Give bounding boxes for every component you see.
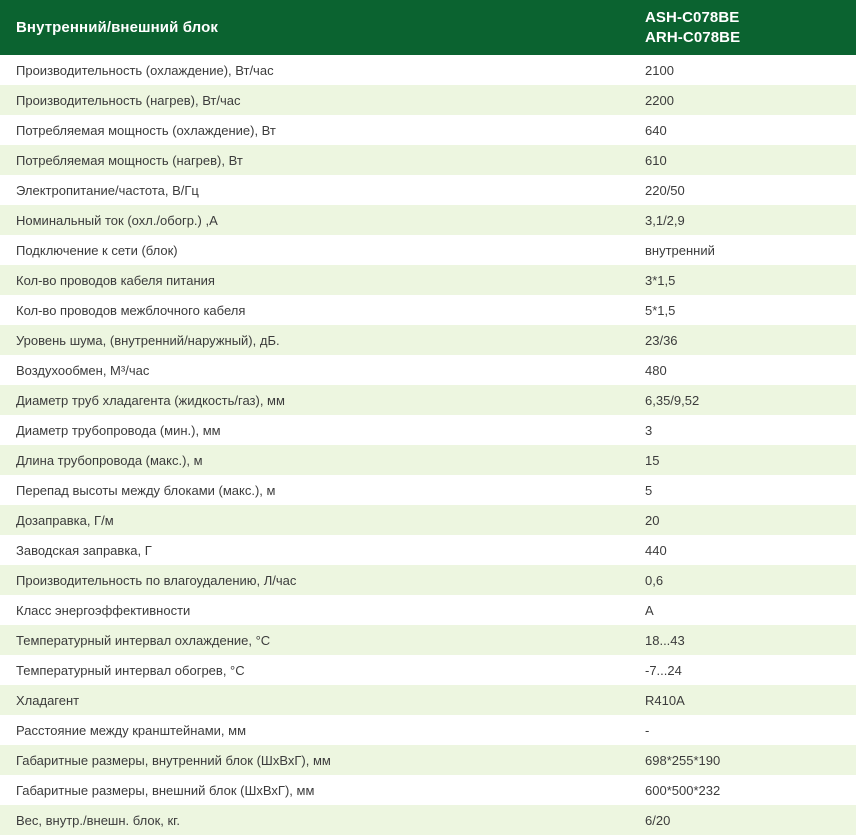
parameter-label: Вес, внутр./внешн. блок, кг.	[16, 812, 180, 828]
table-row: Потребляемая мощность (нагрев), Вт 610	[0, 145, 856, 175]
parameter-label: Габаритные размеры, внутренний блок (ШхВ…	[16, 752, 331, 768]
parameter-label: Дозаправка, Г/м	[16, 512, 114, 528]
parameter-label: Электропитание/частота, В/Гц	[16, 182, 199, 198]
table-row: Диаметр труб хладагента (жидкость/газ), …	[0, 385, 856, 415]
table-row: Дозаправка, Г/м 20	[0, 505, 856, 535]
parameter-value: 20	[645, 512, 660, 528]
parameter-value: 3*1,5	[645, 272, 676, 288]
parameter-label: Кол-во проводов межблочного кабеля	[16, 302, 246, 318]
model-code-indoor: ASH-C078BE	[645, 8, 740, 26]
parameter-label: Уровень шума, (внутренний/наружный), дБ.	[16, 332, 280, 348]
table-row: Кол-во проводов межблочного кабеля 5*1,5	[0, 295, 856, 325]
table-row: Уровень шума, (внутренний/наружный), дБ.…	[0, 325, 856, 355]
parameter-value: 698*255*190	[645, 752, 721, 768]
parameter-label: Потребляемая мощность (охлаждение), Вт	[16, 122, 276, 138]
parameter-label: Расстояние между кранштейнами, мм	[16, 722, 247, 738]
parameter-value: 0,6	[645, 572, 664, 588]
parameter-label: Класс энергоэффективности	[16, 602, 191, 618]
parameter-value: 480	[645, 362, 667, 378]
table-row: Перепад высоты между блоками (макс.), м 5	[0, 475, 856, 505]
table-row: Электропитание/частота, В/Гц 220/50	[0, 175, 856, 205]
parameter-label: Кол-во проводов кабеля питания	[16, 272, 215, 288]
parameter-label: Перепад высоты между блоками (макс.), м	[16, 482, 276, 498]
parameter-label: Диаметр труб хладагента (жидкость/газ), …	[16, 392, 285, 408]
parameter-value: -7...24	[645, 662, 682, 678]
parameter-value: 6/20	[645, 812, 671, 828]
parameter-label: Номинальный ток (охл./обогр.) ,А	[16, 212, 218, 228]
parameter-value: 3,1/2,9	[645, 212, 685, 228]
parameter-value: 2200	[645, 92, 674, 108]
parameter-value: 15	[645, 452, 660, 468]
table-row: Воздухообмен, М³/час 480	[0, 355, 856, 385]
header-model-column: ASH-C078BE ARH-C078BE	[643, 0, 856, 55]
parameter-label: Воздухообмен, М³/час	[16, 362, 150, 378]
table-body: Производительность (охлаждение), Вт/час 2…	[0, 55, 856, 835]
parameter-value: 18...43	[645, 632, 685, 648]
table-row: Кол-во проводов кабеля питания 3*1,5	[0, 265, 856, 295]
table-row: Вес, внутр./внешн. блок, кг. 6/20	[0, 805, 856, 835]
parameter-value: 600*500*232	[645, 782, 721, 798]
parameter-value: 23/36	[645, 332, 678, 348]
parameter-label: Габаритные размеры, внешний блок (ШхВхГ)…	[16, 782, 315, 798]
parameter-value: 6,35/9,52	[645, 392, 700, 408]
parameter-value: R410A	[645, 692, 685, 708]
parameter-label: Длина трубопровода (макс.), м	[16, 452, 203, 468]
table-header: Внутренний/внешний блок ASH-C078BE ARH-C…	[0, 0, 856, 55]
parameter-value: 440	[645, 542, 667, 558]
table-row: Хладагент R410A	[0, 685, 856, 715]
table-row: Диаметр трубопровода (мин.), мм 3	[0, 415, 856, 445]
table-row: Потребляемая мощность (охлаждение), Вт 64…	[0, 115, 856, 145]
parameter-value: 5*1,5	[645, 302, 676, 318]
parameter-value: 3	[645, 422, 653, 438]
table-row: Производительность (охлаждение), Вт/час 2…	[0, 55, 856, 85]
parameter-value: 610	[645, 152, 667, 168]
parameter-label: Производительность по влагоудалению, Л/ч…	[16, 572, 297, 588]
parameter-value: -	[645, 722, 650, 738]
parameter-label: Температурный интервал обогрев, °С	[16, 662, 245, 678]
table-row: Длина трубопровода (макс.), м 15	[0, 445, 856, 475]
parameter-label: Хладагент	[16, 692, 80, 708]
parameter-value: внутренний	[645, 242, 715, 258]
table-row: Производительность по влагоудалению, Л/ч…	[0, 565, 856, 595]
parameter-value: 2100	[645, 62, 674, 78]
table-row: Производительность (нагрев), Вт/час 2200	[0, 85, 856, 115]
header-parameter-column: Внутренний/внешний блок	[16, 19, 218, 36]
table-row: Габаритные размеры, внутренний блок (ШхВ…	[0, 745, 856, 775]
table-row: Расстояние между кранштейнами, мм -	[0, 715, 856, 745]
parameter-value: 640	[645, 122, 667, 138]
parameter-value: 220/50	[645, 182, 685, 198]
table-row: Номинальный ток (охл./обогр.) ,А 3,1/2,9	[0, 205, 856, 235]
model-code-outdoor: ARH-C078BE	[645, 28, 741, 46]
parameter-label: Диаметр трубопровода (мин.), мм	[16, 422, 221, 438]
parameter-label: Заводская заправка, Г	[16, 542, 152, 558]
table-row: Заводская заправка, Г 440	[0, 535, 856, 565]
parameter-label: Подключение к сети (блок)	[16, 242, 178, 258]
parameter-value: 5	[645, 482, 653, 498]
parameter-label: Производительность (нагрев), Вт/час	[16, 92, 241, 108]
table-row: Класс энергоэффективности А	[0, 595, 856, 625]
parameter-label: Потребляемая мощность (нагрев), Вт	[16, 152, 243, 168]
table-row: Температурный интервал охлаждение, °С 18.…	[0, 625, 856, 655]
header-row: Внутренний/внешний блок ASH-C078BE ARH-C…	[0, 0, 856, 55]
table-row: Подключение к сети (блок) внутренний	[0, 235, 856, 265]
parameter-label: Производительность (охлаждение), Вт/час	[16, 62, 274, 78]
table-row: Габаритные размеры, внешний блок (ШхВхГ)…	[0, 775, 856, 805]
parameter-label: Температурный интервал охлаждение, °С	[16, 632, 271, 648]
table-row: Температурный интервал обогрев, °С -7...2…	[0, 655, 856, 685]
parameter-value: А	[645, 602, 654, 618]
